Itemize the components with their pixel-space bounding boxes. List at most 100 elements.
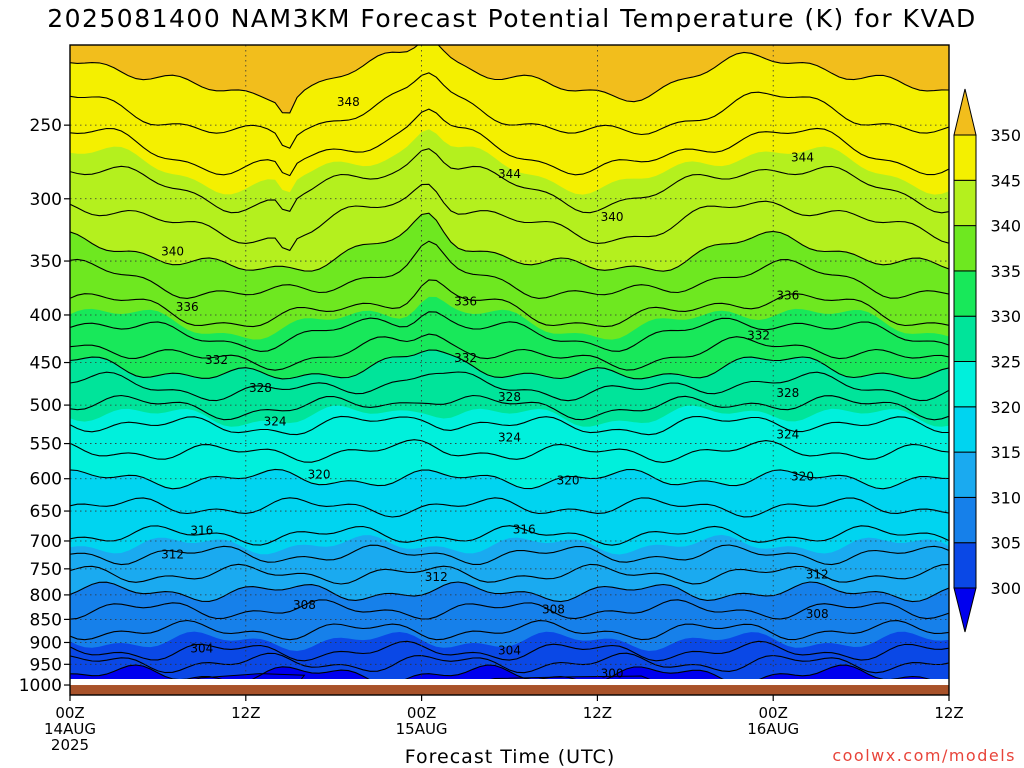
contour-label-324: 324 [776,428,799,442]
isentrope-308 [70,599,949,620]
contour-label-316: 316 [513,522,536,536]
y-tick-label-500: 500 [30,396,62,416]
colorbar-max-arrow [953,88,977,136]
contour-label-348: 348 [337,95,360,109]
y-tick-label-600: 600 [30,470,62,490]
y-tick-label-350: 350 [30,252,62,272]
colorbar-swatch-340 [953,179,977,227]
colorbar-label-320: 320 [990,398,1021,417]
isentrope-328 [70,371,949,402]
contour-label-304: 304 [498,643,521,657]
x-tick-label-12Z: 12Z [583,704,612,722]
contour-label-312: 312 [161,548,184,562]
y-tick-label-650: 650 [30,502,62,522]
colorbar-label-325: 325 [990,353,1021,372]
contour-label-324: 324 [498,431,521,445]
x-tick-label-00Z: 00Z [407,704,436,722]
colorbar-label-335: 335 [990,262,1021,281]
contour-label-312: 312 [806,568,829,582]
contour-label-332: 332 [747,329,770,343]
contour-labels: 348 344 344 340 340 336 336 336 332 332 332 328 328 3… [161,95,829,681]
credit-link[interactable]: coolwx.com/models [832,746,1016,765]
contour-label-320: 320 [557,474,580,488]
isentrope-contours [70,45,949,679]
contour-label-344: 344 [791,151,814,165]
colorbar-swatch-320 [953,361,977,408]
x-tick-label-2025: 2025 [51,736,89,754]
isentrope-326 [70,394,949,421]
isentrope-334 [70,311,949,352]
y-tick-label-550: 550 [30,435,62,455]
isentrope-330 [70,349,949,380]
contour-label-340: 340 [161,245,184,259]
contour-label-304: 304 [190,642,213,656]
x-tick-label-12Z: 12Z [934,704,963,722]
contour-label-332: 332 [205,353,228,367]
colorbar-label-300: 300 [990,579,1021,598]
y-tick-label-300: 300 [30,190,62,210]
isentrope-336 [70,279,949,328]
ground-fill [70,685,949,695]
contour-label-340: 340 [601,210,624,224]
isentrope-314 [70,544,949,566]
y-tick-label-850: 850 [30,610,62,630]
colorbar-swatch-335 [953,225,977,272]
isentrope-350 [70,45,949,114]
colorbar-label-330: 330 [990,307,1021,326]
isentrope-324 [70,415,949,436]
colorbar-label-315: 315 [990,443,1021,462]
colorbar-swatch-315 [953,406,977,453]
x-axis-title: Forecast Time (UTC) [404,746,616,768]
y-tick-label-700: 700 [30,532,62,552]
contour-label-328: 328 [498,390,521,404]
contour-label-324: 324 [264,415,287,429]
grid-lines [70,45,949,679]
y-tick-label-950: 950 [30,655,62,675]
colorbar-swatch-330 [953,270,977,317]
contour-label-328: 328 [249,381,272,395]
isentrope-346 [70,108,949,177]
colorbar-label-310: 310 [990,488,1021,507]
x-tick-label-16AUG: 16AUG [747,720,799,738]
x-tick-label-14AUG: 14AUG [44,720,96,738]
isentrope-338 [70,240,949,299]
contour-label-308: 308 [806,607,829,621]
colorbar-swatch-345 [953,134,977,181]
colorbar-label-345: 345 [990,171,1021,190]
contour-label-316: 316 [190,523,213,537]
x-tick-label-00Z: 00Z [759,704,788,722]
y-tick-label-750: 750 [30,560,62,580]
isentrope-344 [70,148,949,214]
colorbar-label-305: 305 [990,534,1021,553]
y-tick-label-400: 400 [30,306,62,326]
isentrope-302 [70,652,949,674]
y-tick-label-250: 250 [30,116,62,136]
isentrope-342 [70,183,949,252]
page-title: 2025081400 NAM3KM Forecast Potential Tem… [47,4,977,33]
contour-label-312: 312 [425,570,448,584]
y-tick-label-800: 800 [30,586,62,606]
contour-label-336: 336 [454,295,477,309]
isentrope-300 [70,664,931,679]
contour-label-308: 308 [542,602,565,616]
isentrope-332 [70,333,949,371]
contour-label-300: 300 [601,667,624,681]
isentrope-316 [70,525,949,546]
cold-pools [194,673,651,679]
colorbar-swatch-325 [953,315,977,363]
cold-pool-1 [194,673,306,679]
isentrope-322 [70,439,949,463]
colorbar-label-350: 350 [990,126,1021,145]
contour-label-320: 320 [791,470,814,484]
contour-label-344: 344 [498,167,521,181]
plot-frame [69,44,950,696]
y-tick-label-450: 450 [30,354,62,374]
contour-label-328: 328 [776,386,799,400]
isentrope-304 [70,640,949,662]
colorbar: 300 305 310 315 320 325 330 335 340 345 350 [953,88,1021,633]
contour-label-308: 308 [293,598,316,612]
isentrope-348 [70,72,949,149]
cold-pool-2 [490,675,651,679]
colorbar-label-340: 340 [990,217,1021,236]
